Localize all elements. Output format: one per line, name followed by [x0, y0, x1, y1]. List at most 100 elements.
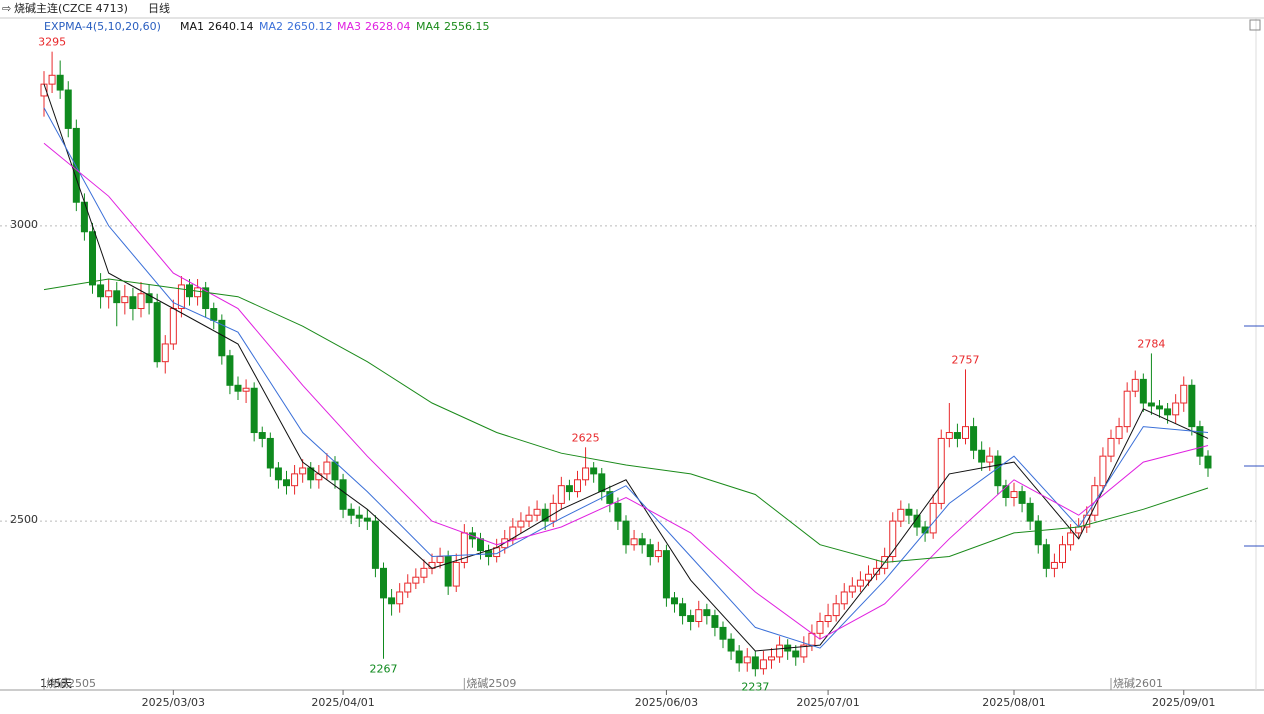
candle-body [1172, 402, 1180, 416]
candle-body [913, 514, 921, 528]
candle-body [962, 426, 969, 439]
candle-body [380, 567, 387, 599]
indicator[interactable]: EXPMA-4(5,10,20,60) [44, 20, 161, 33]
candle-body [477, 538, 484, 552]
candle-body [792, 650, 800, 658]
candle-body [121, 296, 129, 304]
y-tick-label: 2500 [10, 513, 38, 526]
x-tick-label: 2025/07/01 [796, 696, 859, 709]
period[interactable]: 日线 [148, 1, 170, 15]
candle-body [654, 550, 662, 558]
candle-body [889, 520, 897, 558]
candle-body [371, 520, 379, 569]
candle-body [897, 508, 905, 522]
candle-body [412, 576, 420, 584]
candle-body [978, 449, 986, 463]
candle-body [105, 290, 113, 298]
candle-body [865, 573, 872, 581]
contract-label: 烧碱2505 [46, 677, 96, 690]
extreme-label: 2237 [741, 680, 769, 693]
legend-name: MA1 [180, 20, 204, 33]
candle-body [202, 287, 210, 310]
candle-body [48, 74, 56, 85]
ma-line [43, 83, 1209, 652]
candle-body [638, 538, 646, 546]
candle-body [662, 550, 670, 599]
candle-body [444, 556, 452, 587]
legend-name: MA4 [416, 20, 440, 33]
candle-body [703, 609, 711, 617]
candle-body [234, 384, 242, 392]
candle-body [517, 520, 525, 528]
candle-body [299, 467, 307, 475]
candle-body [274, 467, 282, 481]
candle-body [1204, 455, 1212, 469]
candle-body [630, 538, 638, 546]
candle-body [1139, 378, 1147, 404]
extreme-label: 2757 [952, 353, 980, 366]
legend-entry: MA4 2556.15 [416, 20, 490, 33]
candle-body [347, 508, 355, 516]
candle-body [800, 644, 808, 658]
candle-body [1034, 520, 1042, 546]
candle-body [970, 426, 978, 451]
candle-body [929, 502, 937, 534]
candle-body [452, 561, 460, 587]
candle-body [1115, 426, 1123, 439]
candle-body [113, 290, 121, 304]
menu-icon[interactable]: ⇨ [2, 2, 11, 15]
candle-body [743, 656, 751, 664]
candle-body [816, 621, 824, 634]
candle-body [687, 615, 695, 623]
candle-body [1018, 491, 1026, 504]
candle-body [242, 387, 250, 392]
candle-body [161, 343, 169, 363]
candle-body [1131, 378, 1139, 392]
candle-body [1010, 491, 1018, 498]
candle-body [614, 502, 622, 522]
candle-body [727, 638, 735, 652]
extreme-label: 3295 [38, 36, 66, 49]
candle-body [56, 74, 64, 91]
candle-body [1107, 437, 1115, 457]
candle-body [388, 597, 396, 605]
candle-body [1196, 426, 1204, 457]
x-tick-label: 2025/08/01 [982, 696, 1045, 709]
candle-body [404, 582, 412, 593]
candle-body [1180, 384, 1188, 404]
candle-body [646, 544, 654, 558]
candle-body [735, 650, 743, 664]
candle-body [177, 284, 185, 310]
candle-body [937, 437, 945, 504]
candle-body [129, 296, 137, 310]
candle-body [565, 485, 573, 493]
candle-body [751, 656, 759, 670]
candle-body [598, 473, 606, 493]
candle-body [363, 517, 371, 522]
settings-icon[interactable] [1249, 19, 1261, 31]
legend-entry: MA3 2628.04 [337, 20, 411, 33]
candle-body [953, 432, 961, 439]
candle-body [606, 491, 614, 504]
candle-body [436, 556, 444, 563]
contract-label: 烧碱2601 [1113, 677, 1163, 690]
candle-body [169, 308, 177, 345]
candle-body [574, 479, 581, 493]
ma-line [43, 107, 1209, 649]
candle-body [339, 479, 347, 510]
candle-body [1156, 405, 1163, 410]
candle-body [622, 520, 630, 546]
candle-body [396, 591, 404, 605]
x-tick-label: 2025/04/01 [311, 696, 374, 709]
candle-body [64, 89, 72, 129]
candle-body [840, 591, 848, 605]
candle-body [719, 626, 727, 640]
y-tick-label: 3000 [10, 218, 38, 231]
candle-body [905, 508, 913, 516]
candle-body [759, 659, 767, 670]
candle-body [832, 603, 840, 617]
candle-body [315, 473, 323, 481]
candle-body [525, 514, 533, 522]
legend-value: 2650.12 [287, 20, 333, 33]
